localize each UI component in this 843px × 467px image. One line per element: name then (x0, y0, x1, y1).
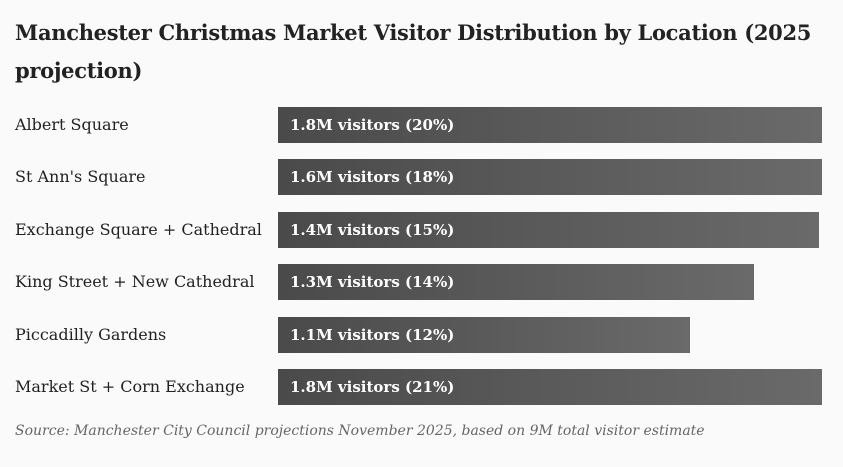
category-label: Exchange Square + Cathedral (15, 219, 262, 239)
bar: 1.8M visitors (21%) (278, 369, 822, 405)
category-label: St Ann's Square (15, 167, 146, 187)
bar: 1.4M visitors (15%) (278, 211, 819, 248)
data-label: 1.8M visitors (21%) (290, 378, 455, 396)
category-label: Market St + Corn Exchange (15, 377, 245, 396)
data-label: 1.6M visitors (18%) (290, 168, 455, 187)
category-label: Albert Square (15, 115, 129, 134)
bar: 1.1M visitors (12%) (278, 316, 690, 353)
source-note: Source: Manchester City Council projecti… (15, 423, 705, 439)
bar-row: King Street + New Cathedral 1.3M visitors… (15, 264, 825, 301)
bar: 1.8M visitors (20%) (278, 107, 822, 143)
chart-title: Manchester Christmas Market Visitor Dist… (15, 20, 812, 83)
bar-row: Albert Square 1.8M visitors (20%) (15, 107, 825, 143)
bar-row: Piccadilly Gardens 1.1M visitors (12%) (15, 316, 825, 353)
bar: 1.3M visitors (14%) (278, 264, 754, 301)
category-label: King Street + New Cathedral (15, 272, 255, 292)
bar: 1.6M visitors (18%) (278, 159, 822, 196)
category-label: Piccadilly Gardens (15, 324, 167, 344)
data-label: 1.8M visitors (20%) (290, 116, 455, 134)
data-label: 1.1M visitors (12%) (290, 325, 455, 344)
data-label: 1.3M visitors (14%) (290, 273, 455, 292)
data-label: 1.4M visitors (15%) (290, 220, 455, 239)
bar-row: St Ann's Square 1.6M visitors (18%) (15, 159, 825, 196)
bar-row: Exchange Square + Cathedral 1.4M visitors… (15, 211, 825, 248)
bar-row: Market St + Corn Exchange 1.8M visitors (… (15, 369, 825, 405)
